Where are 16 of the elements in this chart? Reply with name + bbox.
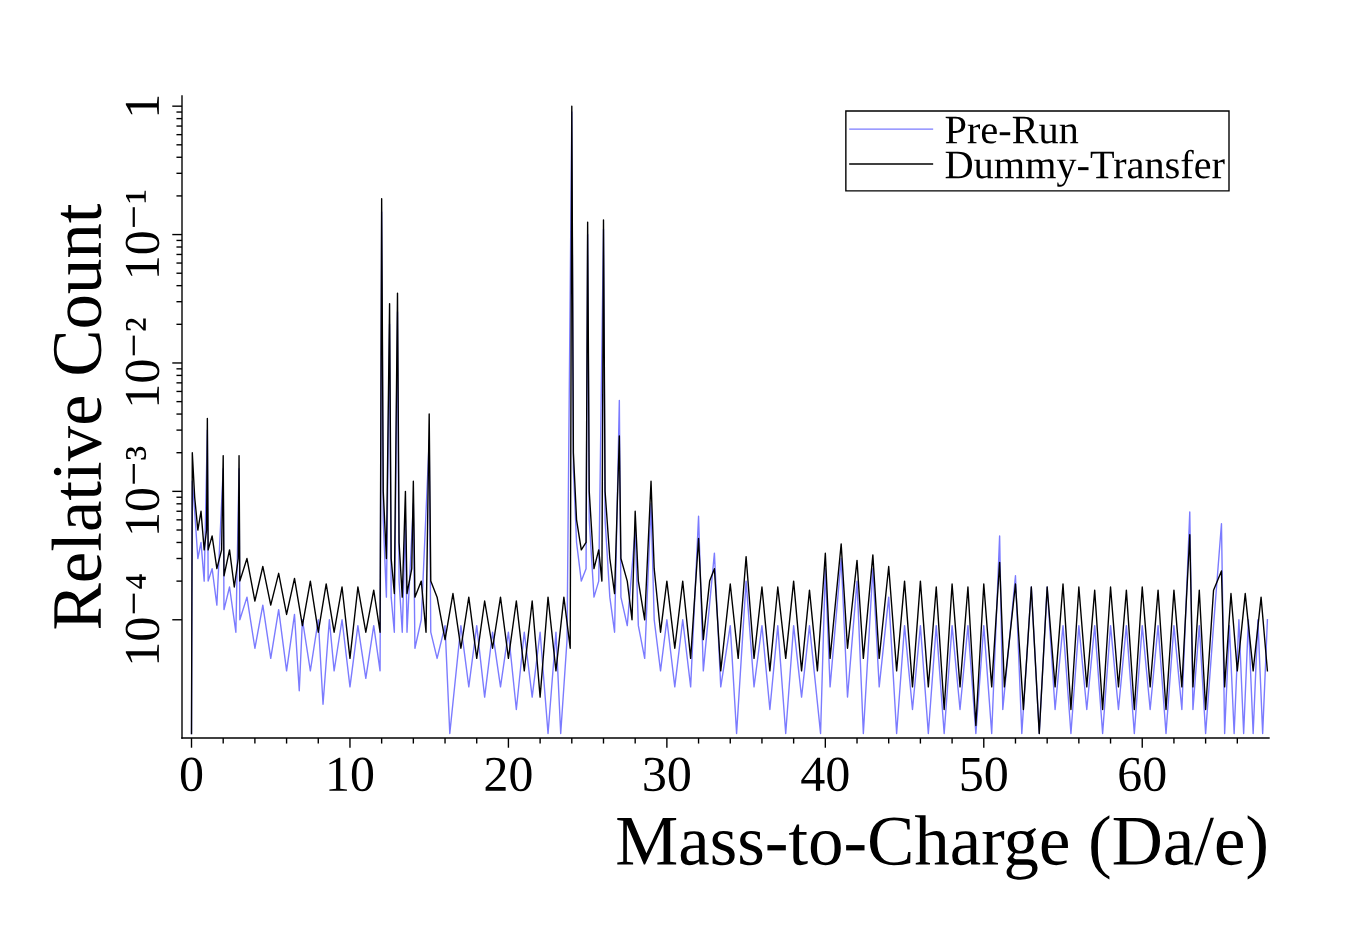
- x-tick-label: 0: [180, 757, 203, 792]
- x-tick-label: 40: [801, 757, 849, 792]
- legend-label: Dummy-Transfer: [945, 149, 1225, 187]
- y-axis-title: Relative Count: [51, 203, 102, 629]
- x-tick-label: 20: [485, 757, 532, 792]
- x-tick-label: 30: [644, 757, 690, 792]
- x-tick-label: 60: [1119, 757, 1166, 792]
- y-tick-label: 1: [125, 96, 159, 115]
- y-tick-label: 10⁻¹: [125, 190, 160, 276]
- x-tick-label: 50: [961, 757, 1007, 792]
- x-tick-label: 10: [329, 757, 374, 792]
- y-tick-label: 10⁻⁴: [125, 574, 160, 663]
- y-tick-label: 10⁻²: [125, 318, 160, 405]
- y-tick-label: 10⁻³: [125, 446, 160, 533]
- x-axis-title: Mass-to-Charge (Da/e): [617, 815, 1266, 880]
- legend-label: Pre-Run: [945, 116, 1079, 144]
